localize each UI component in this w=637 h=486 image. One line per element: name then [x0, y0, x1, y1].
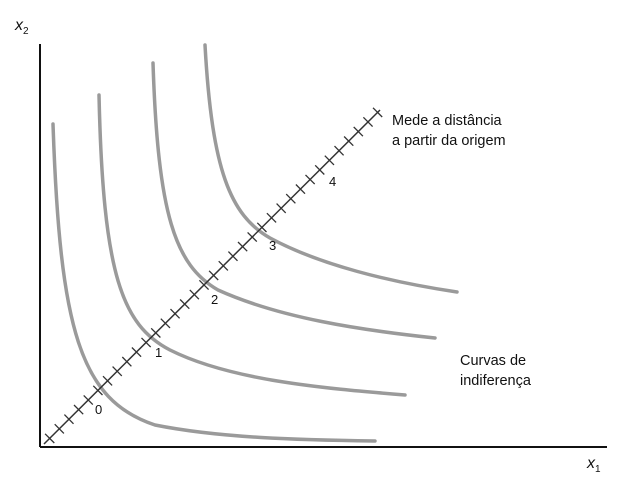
indifference-curves: [51, 43, 459, 443]
ray-tick: [227, 251, 238, 262]
level-label-2: 2: [211, 292, 218, 307]
ray-tick: [150, 327, 161, 338]
ray-line: [43, 109, 381, 445]
ray-level-labels: 0 1 2 3 4: [95, 174, 336, 417]
ray-tick: [237, 241, 248, 252]
ray-tick: [73, 404, 84, 415]
y-axis-label: x2: [14, 17, 29, 37]
curves-annotation-line1: Curvas de: [460, 353, 526, 369]
ray-tick: [324, 155, 335, 166]
ray-tick: [256, 222, 267, 233]
ray-tick: [141, 337, 152, 348]
level-label-0: 0: [95, 402, 102, 417]
indifference-curve-1: [97, 93, 407, 397]
ray-tick: [208, 270, 219, 281]
ray-tick: [362, 116, 374, 128]
ray-annotation: Mede a distância a partir da origem: [392, 113, 506, 149]
ray-tick: [121, 356, 132, 367]
ray-tick: [285, 193, 296, 204]
ray-tick: [92, 385, 103, 396]
ray-tick: [266, 212, 277, 223]
ray-annotation-line2: a partir da origem: [392, 133, 506, 149]
distance-ray: [43, 107, 383, 445]
ray-tick: [305, 174, 316, 185]
ray-tick: [44, 433, 55, 444]
indifference-curve-0: [51, 122, 377, 443]
ray-tick: [179, 299, 190, 310]
ray-tick: [314, 164, 325, 175]
axes: [39, 44, 607, 448]
ray-annotation-line1: Mede a distância: [392, 113, 503, 129]
level-label-3: 3: [269, 238, 276, 253]
ray-tick-marks: [44, 107, 383, 444]
indifference-curve-2: [151, 61, 437, 340]
ray-tick: [170, 308, 181, 319]
ray-tick: [63, 414, 74, 425]
ray-tick: [131, 347, 142, 358]
ray-tick: [54, 423, 65, 434]
indifference-curve-3: [203, 43, 459, 294]
ray-tick: [343, 136, 354, 147]
ray-tick: [102, 375, 113, 386]
ray-tick: [189, 289, 200, 300]
ray-tick: [372, 107, 383, 118]
ray-tick: [276, 203, 287, 214]
ray-tick: [353, 126, 364, 137]
level-label-4: 4: [329, 174, 336, 189]
ray-tick: [295, 184, 306, 195]
ray-tick: [218, 260, 229, 271]
x-axis-label: x1: [586, 455, 601, 475]
level-label-1: 1: [155, 345, 162, 360]
ray-tick: [160, 318, 171, 329]
ray-tick: [198, 279, 210, 291]
ray-tick: [334, 145, 345, 156]
ray-tick: [247, 231, 258, 243]
ray-tick: [112, 366, 123, 377]
ray-tick: [83, 394, 94, 406]
curves-annotation-line2: indiferença: [460, 373, 532, 389]
curves-annotation: Curvas de indiferença: [460, 353, 532, 389]
